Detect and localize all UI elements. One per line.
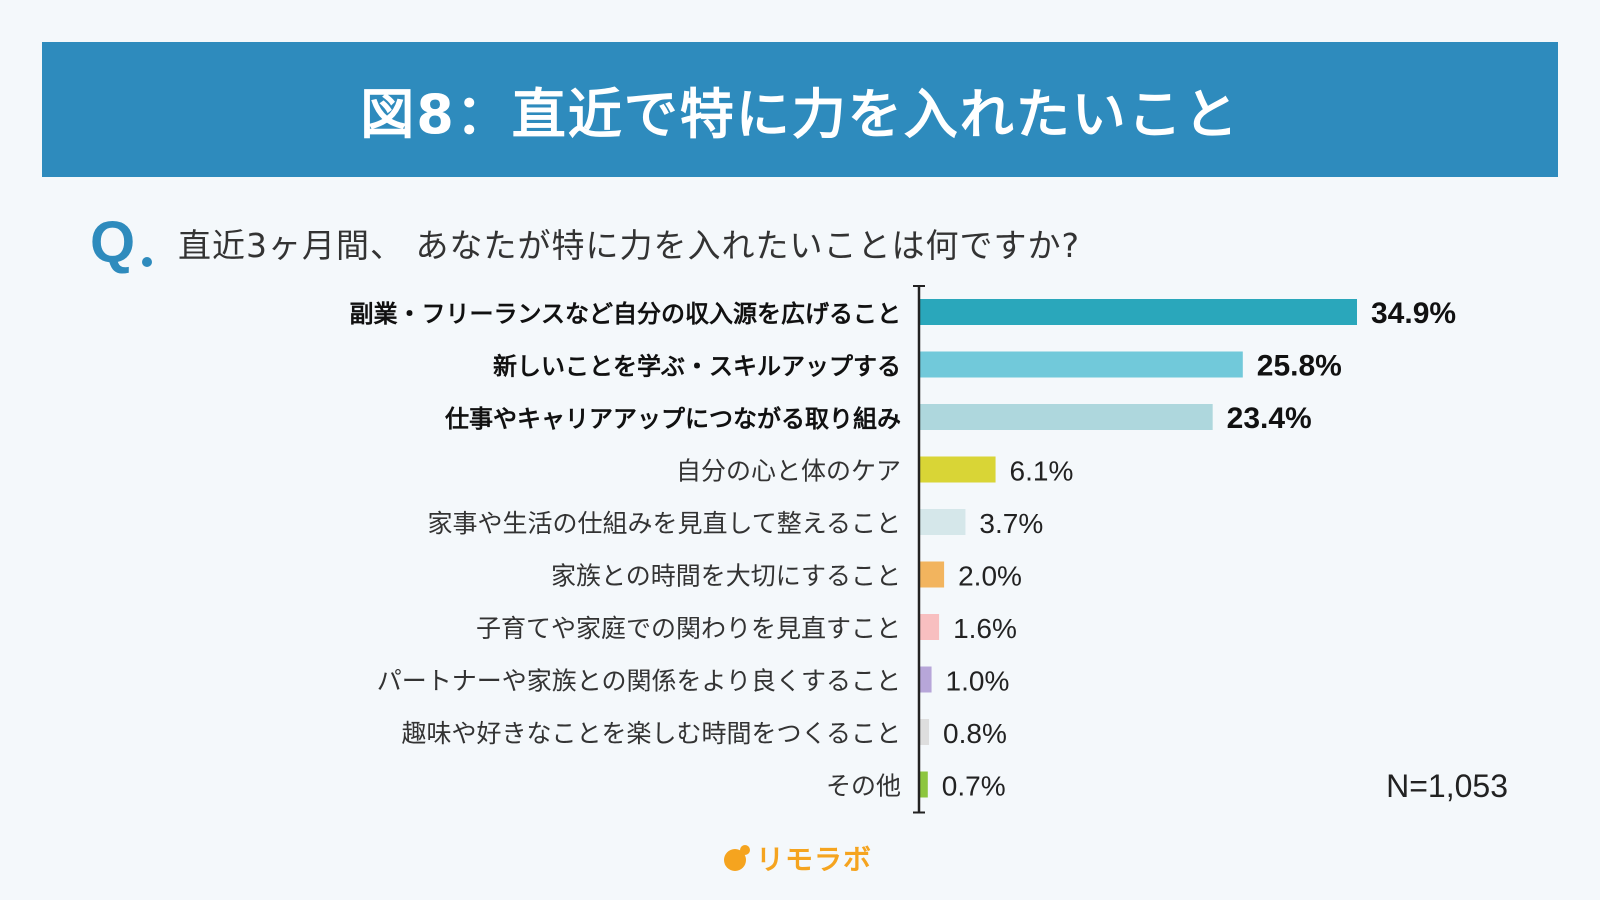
value-label: 25.8% xyxy=(1257,350,1342,383)
value-label: 3.7% xyxy=(979,508,1043,539)
value-label: 2.0% xyxy=(958,561,1022,592)
category-label: 新しいことを学ぶ・スキルアップする xyxy=(493,353,901,381)
value-label: 1.0% xyxy=(946,666,1010,697)
value-label: 0.8% xyxy=(943,718,1007,749)
bar xyxy=(919,509,966,535)
bar xyxy=(919,456,996,483)
value-label: 23.4% xyxy=(1227,402,1312,435)
value-label: 6.1% xyxy=(1010,456,1074,487)
value-label: 0.7% xyxy=(942,771,1006,802)
bar xyxy=(919,771,928,798)
category-label: パートナーや家族との関係をより良くすること xyxy=(377,667,901,696)
category-label: 趣味や好きなことを楽しむ時間をつくること xyxy=(401,719,901,748)
logo-text: リモラボ xyxy=(756,843,873,876)
title-banner: 図8：直近で特に力を入れたいこと xyxy=(42,42,1558,177)
bar xyxy=(919,299,1357,325)
bar xyxy=(919,404,1213,430)
bar xyxy=(919,666,932,693)
category-label: 自分の心と体のケア xyxy=(676,457,901,486)
logo-icon xyxy=(720,843,756,873)
sample-size: N=1,053 xyxy=(1386,768,1508,804)
value-label: 1.6% xyxy=(953,613,1017,644)
bar xyxy=(919,719,930,745)
category-label: 仕事やキャリアアップにつながる取り組み xyxy=(444,405,901,433)
chart-title: 図8：直近で特に力を入れたいこと xyxy=(360,83,1240,146)
question-text: 直近3ヶ月間、 あなたが特に力を入れたいことは何ですか? xyxy=(178,226,1081,265)
category-label: 副業・フリーランスなど自分の収入源を広げること xyxy=(349,300,901,328)
category-label: その他 xyxy=(826,772,901,801)
bar xyxy=(919,561,945,588)
bar xyxy=(919,614,940,640)
category-label: 家族との時間を大切にすること xyxy=(551,562,901,591)
question-row: Q 直近3ヶ月間、 あなたが特に力を入れたいことは何ですか? xyxy=(90,208,1080,278)
logo: リモラボ xyxy=(720,838,872,878)
category-label: 家事や生活の仕組みを見直して整えること xyxy=(427,509,901,538)
value-label: 34.9% xyxy=(1371,297,1456,330)
bar xyxy=(919,351,1243,378)
category-label: 子育てや家庭での関わりを見直すこと xyxy=(476,614,901,643)
question-mark-icon: Q xyxy=(90,214,178,272)
